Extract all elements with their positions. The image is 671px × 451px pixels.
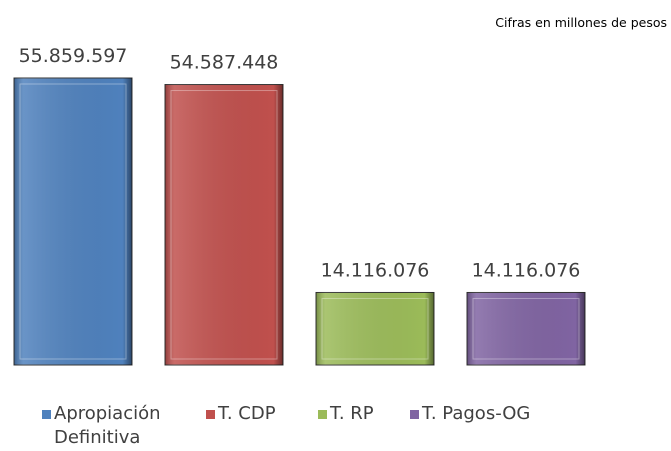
- legend-swatch: [42, 410, 51, 419]
- value-label: 54.587.448: [170, 52, 279, 74]
- bar-shade: [165, 84, 283, 366]
- value-label: 55.859.597: [19, 45, 128, 67]
- legend-swatch: [318, 410, 327, 419]
- bar-shade: [467, 292, 585, 365]
- value-label: 14.116.076: [321, 259, 430, 281]
- bar-bevel: [472, 297, 580, 360]
- subtitle: Cifras en millones de pesos: [495, 15, 667, 30]
- legend-swatch: [410, 410, 419, 419]
- bar-bevel: [321, 297, 429, 360]
- legend-swatch: [206, 410, 215, 419]
- bar-shade: [316, 292, 434, 365]
- legend-label: T. Pagos-OG: [422, 403, 531, 424]
- legend-label: T. CDP: [218, 403, 276, 424]
- bar-bevel: [170, 90, 278, 360]
- legend-label: T. RP: [330, 403, 374, 424]
- bar-bevel: [19, 83, 127, 360]
- bar-shade: [14, 78, 132, 365]
- value-label: 14.116.076: [472, 259, 581, 281]
- legend-label: Apropiación Definitiva: [54, 403, 161, 448]
